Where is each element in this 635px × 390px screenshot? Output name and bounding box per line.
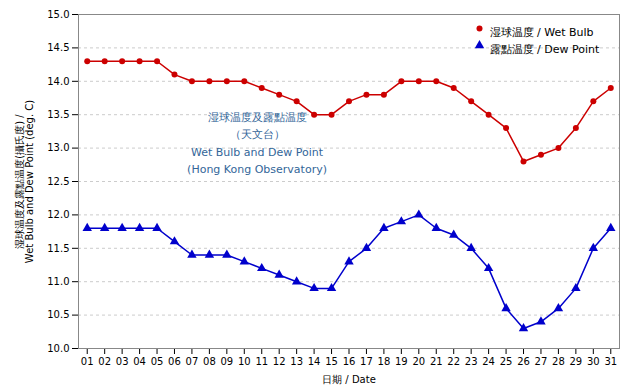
svg-text:19: 19	[395, 356, 408, 367]
svg-text:11: 11	[255, 356, 268, 367]
svg-text:05: 05	[151, 356, 164, 367]
svg-text:12.5: 12.5	[47, 176, 69, 187]
svg-text:27: 27	[535, 356, 548, 367]
svg-text:26: 26	[517, 356, 530, 367]
svg-text:18: 18	[378, 356, 391, 367]
svg-text:10.5: 10.5	[47, 309, 69, 320]
svg-text:09: 09	[220, 356, 233, 367]
svg-text:16: 16	[343, 356, 356, 367]
svg-text:12.0: 12.0	[47, 209, 69, 220]
svg-text:31: 31	[604, 356, 617, 367]
svg-text:01: 01	[81, 356, 94, 367]
svg-text:11.0: 11.0	[47, 276, 69, 287]
svg-text:08: 08	[203, 356, 216, 367]
svg-text:10.0: 10.0	[47, 343, 69, 354]
svg-text:15: 15	[325, 356, 338, 367]
svg-text:日期 / Date: 日期 / Date	[322, 374, 376, 385]
svg-text:04: 04	[133, 356, 146, 367]
svg-text:10: 10	[238, 356, 251, 367]
svg-text:15.0: 15.0	[47, 9, 69, 20]
svg-text:11.5: 11.5	[47, 243, 69, 254]
svg-text:06: 06	[168, 356, 181, 367]
svg-text:21: 21	[430, 356, 443, 367]
svg-text:14.0: 14.0	[47, 76, 69, 87]
svg-text:13.0: 13.0	[47, 142, 69, 153]
svg-text:25: 25	[500, 356, 513, 367]
svg-text:29: 29	[570, 356, 583, 367]
svg-text:湿球温度及露點温度(攝氏度) /Wet Bulb and D: 湿球温度及露點温度(攝氏度) /Wet Bulb and Dew Point (…	[14, 100, 35, 263]
svg-text:17: 17	[360, 356, 373, 367]
svg-text:14: 14	[308, 356, 321, 367]
svg-text:02: 02	[98, 356, 111, 367]
svg-text:13: 13	[290, 356, 303, 367]
svg-text:湿球温度及露點温度（天文台）Wet Bulb and Dew: 湿球温度及露點温度（天文台）Wet Bulb and Dew Point(Hon…	[187, 111, 327, 177]
svg-text:13.5: 13.5	[47, 109, 69, 120]
svg-text:12: 12	[273, 356, 286, 367]
svg-text:22: 22	[447, 356, 460, 367]
svg-text:湿球温度 / Wet Bulb: 湿球温度 / Wet Bulb	[490, 26, 594, 39]
svg-text:30: 30	[587, 356, 600, 367]
svg-text:14.5: 14.5	[47, 42, 69, 53]
svg-text:露點温度 / Dew Point: 露點温度 / Dew Point	[490, 43, 600, 56]
svg-text:23: 23	[465, 356, 478, 367]
svg-text:03: 03	[116, 356, 129, 367]
svg-text:20: 20	[412, 356, 425, 367]
svg-text:07: 07	[186, 356, 199, 367]
svg-text:24: 24	[482, 356, 495, 367]
svg-text:28: 28	[552, 356, 565, 367]
